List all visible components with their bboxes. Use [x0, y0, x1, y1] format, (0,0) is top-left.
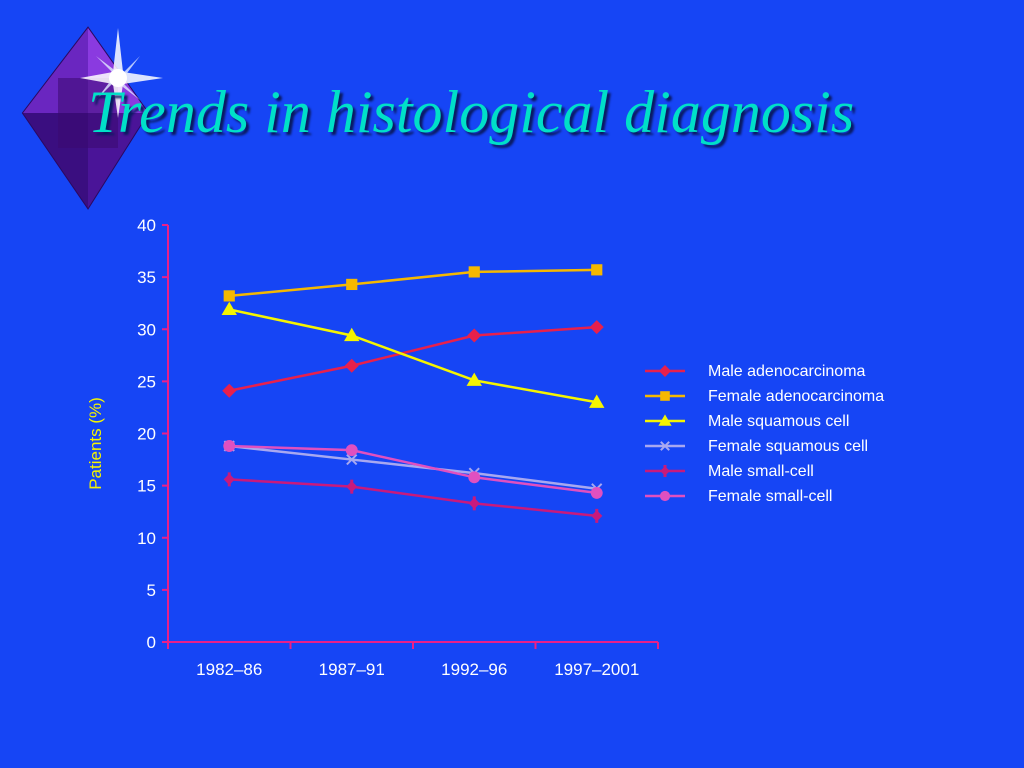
y-tick-label: 0	[147, 633, 156, 652]
data-point	[223, 290, 235, 302]
y-tick-label: 5	[147, 581, 156, 600]
series-female-adenocarcinoma	[223, 264, 603, 302]
legend-label: Male adenocarcinoma	[708, 363, 866, 380]
data-point	[468, 471, 481, 484]
y-tick-label: 15	[137, 477, 156, 496]
x-tick-label: 1982–86	[196, 660, 262, 679]
chart-axes: 0 5 10 15 20 25 30 35 40 1982–86 1987–91 1992–96 199…	[86, 216, 659, 679]
series-line	[229, 444, 597, 495]
legend-label: Female squamous cell	[708, 438, 868, 455]
y-tick-label: 10	[137, 529, 156, 548]
legend-item: Male small-cell	[645, 463, 814, 480]
y-tick-label: 30	[137, 320, 156, 339]
legend-label: Female adenocarcinoma	[708, 388, 884, 405]
data-point	[346, 278, 358, 291]
data-point	[223, 440, 236, 452]
star-marker-body	[223, 473, 235, 485]
legend-item: Female adenocarcinoma	[645, 388, 884, 405]
diamond-star-icon	[21, 26, 163, 210]
legend-item: Female squamous cell	[645, 438, 868, 455]
chart-legend: Male adenocarcinoma Female adenocarcinoma…	[645, 363, 884, 505]
data-point	[221, 301, 237, 316]
data-point	[346, 453, 358, 466]
star-marker-body	[591, 510, 603, 522]
x-tick-label: 1987–91	[319, 660, 385, 679]
legend-item: Female small-cell	[645, 488, 832, 505]
data-point	[467, 328, 482, 343]
x-marker-stroke	[660, 441, 670, 451]
series-line	[229, 268, 597, 298]
chart-series	[221, 264, 605, 523]
series-line	[228, 325, 597, 392]
series-line	[228, 308, 597, 404]
data-point	[346, 479, 358, 494]
data-point	[223, 472, 235, 487]
star-marker-body	[346, 481, 358, 493]
x-tick-label: 1992–96	[441, 660, 507, 679]
y-tick-label: 40	[137, 216, 156, 235]
data-point	[589, 394, 605, 408]
legend-label: Male squamous cell	[708, 413, 849, 430]
star-marker-body	[468, 497, 480, 509]
data-point	[660, 465, 670, 477]
y-axis-title: Patients (%)	[86, 397, 105, 490]
x-tick-label: 1997–2001	[554, 660, 639, 679]
series-line	[229, 444, 597, 490]
series-male-adenocarcinoma	[222, 320, 604, 398]
legend-item: Male squamous cell	[645, 413, 849, 430]
slide-title: Trends in histological diagnosis	[88, 79, 855, 145]
data-point	[591, 508, 603, 523]
y-tick-label: 35	[137, 268, 156, 287]
series-male-small-cell	[223, 472, 603, 523]
data-point	[468, 496, 480, 511]
legend-label: Female small-cell	[708, 488, 832, 505]
data-point	[658, 414, 672, 426]
series-female-small-cell	[223, 440, 603, 499]
data-point	[591, 264, 603, 276]
data-point	[660, 441, 670, 451]
data-point	[466, 372, 482, 386]
data-point	[659, 490, 671, 502]
y-tick-label: 20	[137, 425, 156, 444]
data-point	[590, 486, 603, 499]
data-point	[589, 320, 604, 335]
star-marker-body	[660, 466, 670, 476]
series-line	[229, 478, 597, 518]
data-point	[344, 358, 359, 373]
data-point	[660, 391, 670, 401]
data-point	[345, 444, 358, 457]
y-tick-label: 25	[137, 372, 156, 391]
data-point	[468, 266, 480, 278]
x-marker-stroke	[346, 453, 358, 466]
data-point	[659, 365, 671, 377]
legend-item: Male adenocarcinoma	[645, 363, 866, 380]
data-point	[222, 383, 237, 398]
series-male-squamous-cell	[221, 301, 605, 408]
data-point	[344, 327, 360, 342]
legend-label: Male small-cell	[708, 463, 814, 480]
